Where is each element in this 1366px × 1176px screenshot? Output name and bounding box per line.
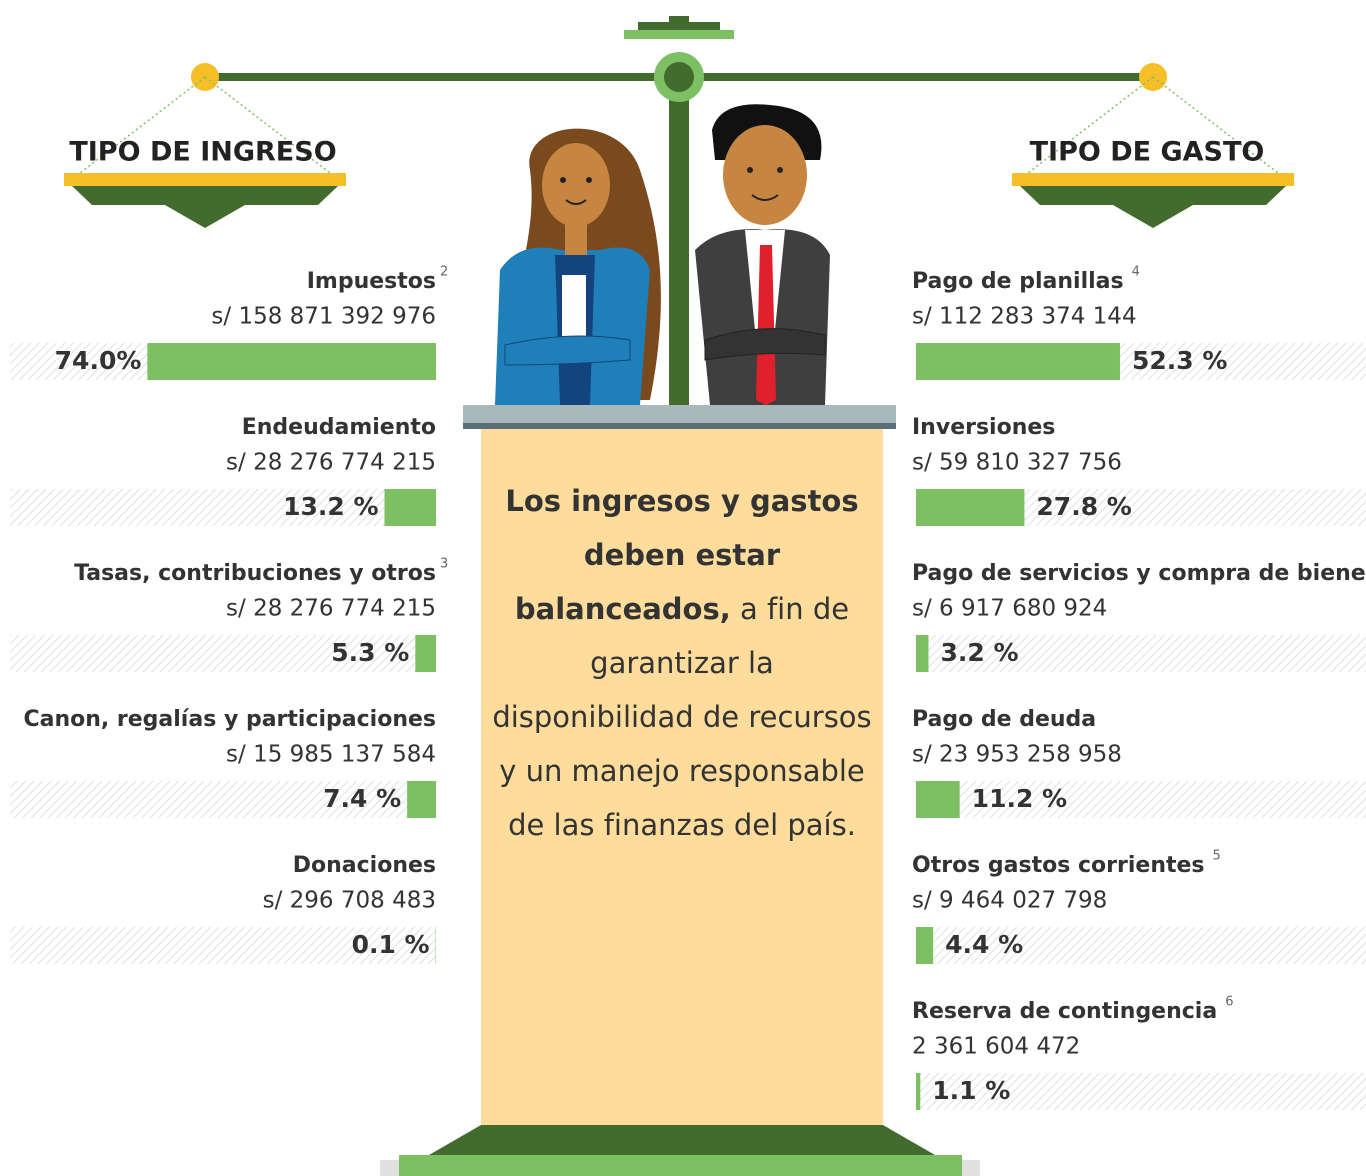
footnote: 6	[1225, 995, 1233, 1010]
bar	[147, 343, 436, 380]
footnote: 2	[440, 265, 448, 280]
item-amount: s/ 59 810 327 756	[912, 450, 1122, 476]
page: {"income": {"title": "TIPO DE INGRESO", …	[0, 0, 1366, 1176]
item-amount: s/ 112 283 374 144	[912, 304, 1137, 330]
item-name: Canon, regalías y participaciones	[23, 707, 436, 732]
bar	[916, 1073, 920, 1110]
item-name: Inversiones	[912, 415, 1055, 440]
center-regular: a fin de garantizar la disponibilidad de…	[492, 592, 871, 842]
item-name: Pago de deuda	[912, 707, 1096, 732]
item-name: Donaciones	[293, 853, 436, 878]
item-amount: s/ 15 985 137 584	[226, 742, 436, 768]
percent-label: 3.2 %	[940, 638, 1018, 667]
percent-label: 74.0%	[55, 346, 142, 375]
item-name: Endeudamiento	[242, 415, 436, 440]
item-amount: 2 361 604 472	[912, 1034, 1080, 1060]
item-name: Reserva de contingencia	[912, 999, 1217, 1024]
bar	[385, 489, 436, 526]
item-name: Tasas, contribuciones y otros	[74, 561, 436, 586]
percent-label: 7.4 %	[323, 784, 401, 813]
income-title: TIPO DE INGRESO	[69, 137, 336, 168]
bar	[916, 343, 1120, 380]
man	[695, 104, 830, 405]
percent-label: 13.2 %	[283, 492, 378, 521]
expense-title: TIPO DE GASTO	[1030, 137, 1265, 168]
bar	[407, 781, 436, 818]
item-amount: s/ 6 917 680 924	[912, 596, 1107, 622]
footnote: 3	[440, 557, 448, 572]
footnote: 5	[1213, 849, 1221, 864]
percent-label: 11.2 %	[972, 784, 1067, 813]
percent-label: 5.3 %	[331, 638, 409, 667]
percent-label: 0.1 %	[352, 930, 430, 959]
bar	[415, 635, 436, 672]
bar	[916, 489, 1024, 526]
bar	[916, 781, 960, 818]
item-name: Otros gastos corrientes	[912, 853, 1205, 878]
item-amount: s/ 9 464 027 798	[912, 888, 1107, 914]
percent-label: 27.8 %	[1036, 492, 1131, 521]
item-amount: s/ 28 276 774 215	[226, 596, 436, 622]
item-name: Pago de planillas	[912, 269, 1124, 294]
item-amount: s/ 296 708 483	[263, 888, 436, 914]
footnote: 4	[1132, 265, 1140, 280]
bar	[916, 927, 933, 964]
item-amount: s/ 28 276 774 215	[226, 450, 436, 476]
percent-label: 4.4 %	[945, 930, 1023, 959]
bar	[916, 635, 928, 672]
item-amount: s/ 158 871 392 976	[211, 304, 436, 330]
percent-label: 52.3 %	[1132, 346, 1227, 375]
item-name: Pago de servicios y compra de bienes	[912, 561, 1366, 586]
item-name: Impuestos	[307, 269, 436, 294]
item-amount: s/ 23 953 258 958	[912, 742, 1122, 768]
woman	[495, 129, 661, 405]
center-text: Los ingresos y gastos deben estar balanc…	[490, 474, 874, 852]
percent-label: 1.1 %	[932, 1076, 1010, 1105]
